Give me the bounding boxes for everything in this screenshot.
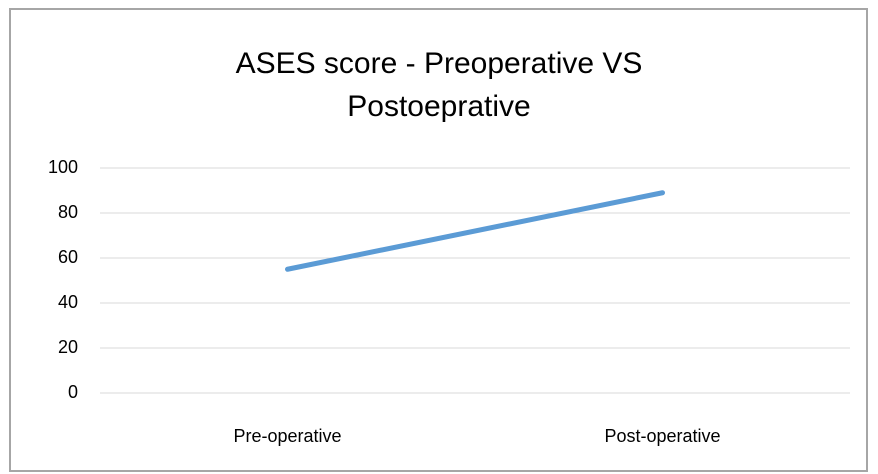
data-line bbox=[285, 190, 665, 272]
x-tick-label: Pre-operative bbox=[233, 426, 341, 446]
y-tick-label: 100 bbox=[48, 157, 78, 177]
y-tick-label: 20 bbox=[58, 337, 78, 357]
y-tick-label: 40 bbox=[58, 292, 78, 312]
y-tick-label: 80 bbox=[58, 202, 78, 222]
y-tick-label: 60 bbox=[58, 247, 78, 267]
x-tick-label: Post-operative bbox=[604, 426, 720, 446]
chart-title: ASES score - Preoperative VS Postoeprati… bbox=[235, 47, 643, 123]
y-tick-label: 0 bbox=[68, 382, 78, 402]
